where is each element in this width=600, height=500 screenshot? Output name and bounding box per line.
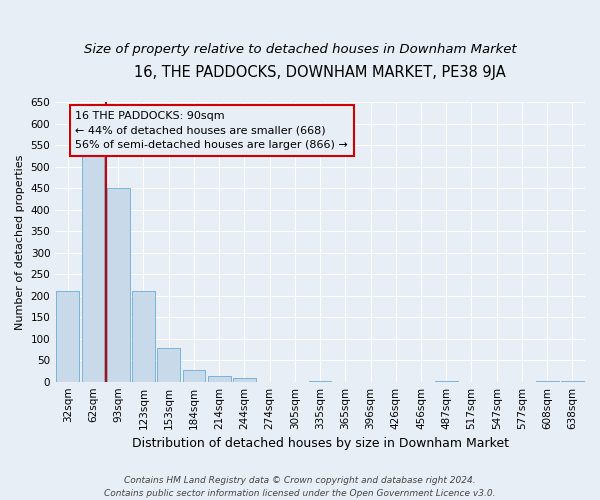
Bar xyxy=(233,378,256,382)
Bar xyxy=(182,370,205,382)
Bar xyxy=(56,292,79,382)
Text: Contains HM Land Registry data © Crown copyright and database right 2024.
Contai: Contains HM Land Registry data © Crown c… xyxy=(104,476,496,498)
Bar xyxy=(309,381,331,382)
Text: 16 THE PADDOCKS: 90sqm
← 44% of detached houses are smaller (668)
56% of semi-de: 16 THE PADDOCKS: 90sqm ← 44% of detached… xyxy=(76,110,348,150)
Bar xyxy=(82,154,104,382)
Bar xyxy=(132,292,155,382)
Y-axis label: Number of detached properties: Number of detached properties xyxy=(15,154,25,330)
Bar xyxy=(107,188,130,382)
Bar xyxy=(157,348,180,382)
X-axis label: Distribution of detached houses by size in Downham Market: Distribution of detached houses by size … xyxy=(131,437,509,450)
Bar xyxy=(208,376,230,382)
Title: 16, THE PADDOCKS, DOWNHAM MARKET, PE38 9JA: 16, THE PADDOCKS, DOWNHAM MARKET, PE38 9… xyxy=(134,65,506,80)
Text: Size of property relative to detached houses in Downham Market: Size of property relative to detached ho… xyxy=(83,42,517,56)
